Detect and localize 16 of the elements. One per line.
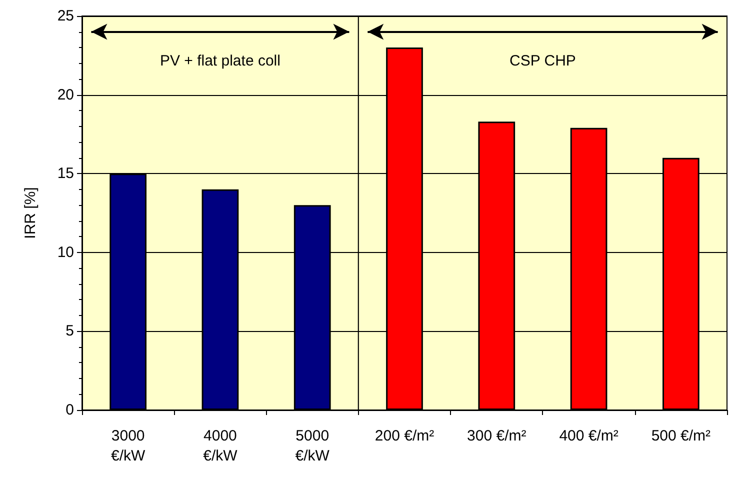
x-tick-label: 400 €/m²	[559, 428, 618, 444]
y-tick-label: 15	[57, 165, 74, 182]
y-tick-label: 5	[66, 322, 74, 340]
y-tick-label: 10	[57, 244, 74, 261]
x-tick-label: 4000 €/kW	[203, 428, 238, 464]
x-tick-label: 500 €/m²	[651, 428, 711, 444]
x-tick-label: 300 €/m²	[467, 428, 526, 444]
band-label: CSP CHP	[510, 52, 576, 70]
band-label: PV + flat plate coll	[160, 52, 280, 70]
y-tick-label: 20	[57, 86, 74, 104]
y-axis-title: IRR [%]	[22, 187, 39, 239]
x-tick-label: 3000 €/kW	[110, 428, 146, 464]
x-tick-label: 5000 €/kW	[295, 428, 330, 464]
y-tick-label: 0	[66, 402, 74, 418]
y-tick-label: 25	[57, 8, 74, 24]
x-tick-label: 200 €/m²	[374, 428, 434, 444]
